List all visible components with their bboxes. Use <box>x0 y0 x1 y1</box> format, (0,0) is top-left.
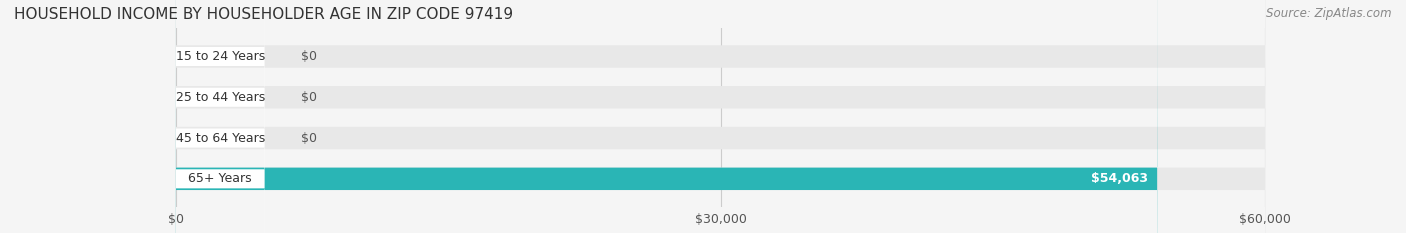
Text: 25 to 44 Years: 25 to 44 Years <box>176 91 264 104</box>
FancyBboxPatch shape <box>176 0 1265 233</box>
FancyBboxPatch shape <box>176 0 1265 233</box>
Text: 65+ Years: 65+ Years <box>188 172 252 185</box>
Text: HOUSEHOLD INCOME BY HOUSEHOLDER AGE IN ZIP CODE 97419: HOUSEHOLD INCOME BY HOUSEHOLDER AGE IN Z… <box>14 7 513 22</box>
FancyBboxPatch shape <box>176 0 1157 233</box>
FancyBboxPatch shape <box>176 0 264 233</box>
Text: 45 to 64 Years: 45 to 64 Years <box>176 132 264 144</box>
Text: 15 to 24 Years: 15 to 24 Years <box>176 50 264 63</box>
FancyBboxPatch shape <box>176 0 1265 233</box>
Text: $0: $0 <box>301 50 318 63</box>
FancyBboxPatch shape <box>176 0 264 233</box>
FancyBboxPatch shape <box>176 0 1265 233</box>
FancyBboxPatch shape <box>176 0 264 233</box>
Text: $54,063: $54,063 <box>1091 172 1149 185</box>
Text: $0: $0 <box>301 91 318 104</box>
FancyBboxPatch shape <box>176 0 264 233</box>
Text: $0: $0 <box>301 132 318 144</box>
Text: Source: ZipAtlas.com: Source: ZipAtlas.com <box>1267 7 1392 20</box>
